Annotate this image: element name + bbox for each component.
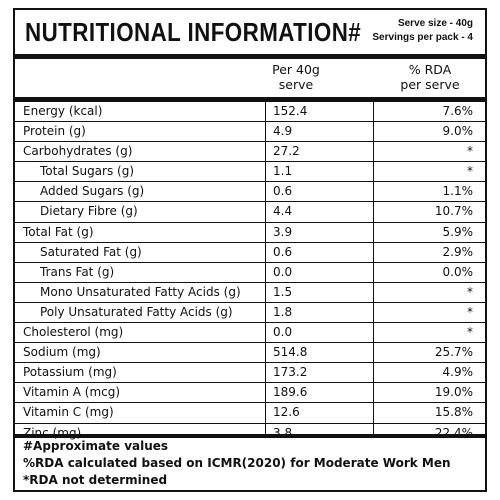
- table-row: Vitamin A (mcg) 189.6 19.0%: [15, 383, 485, 404]
- nutrient-rda: 15.8%: [434, 405, 473, 420]
- footnote-rda-basis: %RDA calculated based on ICMR(2020) for …: [23, 456, 451, 470]
- table-row: Dietary Fibre (g) 4.4 10.7%: [15, 202, 485, 223]
- nutrient-table: Energy (kcal) 152.4 7.6% Protein (g) 4.9 9.0%…: [15, 102, 485, 443]
- nutrition-panel: NUTRITIONAL INFORMATION# Serve size - 40…: [13, 8, 487, 492]
- nutrient-value: 189.6: [273, 385, 308, 400]
- table-row: Potassium (mg) 173.2 4.9%: [15, 363, 485, 384]
- nutrient-rda: 25.7%: [434, 345, 473, 360]
- nutrient-rda: 7.6%: [442, 104, 474, 118]
- nutrient-value: 173.2: [273, 365, 308, 380]
- nutrient-value: 4.4: [273, 204, 293, 219]
- nutrient-name: Vitamin A (mcg): [23, 385, 121, 400]
- table-row: Energy (kcal) 152.4 7.6%: [15, 102, 485, 123]
- nutrient-name: Protein (g): [23, 124, 86, 139]
- nutrient-rda: *: [467, 304, 473, 319]
- nutrient-rda: 5.9%: [442, 224, 474, 239]
- nutrient-value: 514.8: [273, 345, 308, 360]
- table-row: Vitamin C (mg) 12.6 15.8%: [15, 403, 485, 424]
- serve-size: Serve size - 40g: [397, 18, 473, 29]
- nutrient-name: Added Sugars (g): [40, 184, 145, 199]
- nutrient-name: Saturated Fat (g): [40, 244, 142, 259]
- nutrient-name: Trans Fat (g): [40, 264, 115, 279]
- column-divider-1: [265, 102, 266, 436]
- nutrient-name: Energy (kcal): [23, 104, 103, 118]
- nutrient-value: 0.0: [273, 264, 293, 279]
- nutrient-value: 0.6: [273, 244, 293, 259]
- footnote-approximate: #Approximate values: [23, 439, 169, 453]
- nutrient-rda: 19.0%: [434, 385, 473, 400]
- nutrient-rda: 1.1%: [442, 184, 474, 199]
- table-bottom-divider: [15, 434, 485, 438]
- table-row: Added Sugars (g) 0.6 1.1%: [15, 182, 485, 203]
- serving-info: Serve size - 40g Servings per pack - 4: [372, 17, 473, 45]
- nutrient-rda: *: [467, 325, 473, 340]
- nutrient-rda: 4.9%: [442, 365, 474, 380]
- servings-per-pack: Servings per pack - 4: [372, 32, 473, 43]
- nutrient-name: Carbohydrates (g): [23, 144, 133, 159]
- table-row: Cholesterol (mg) 0.0 *: [15, 323, 485, 344]
- header-divider: [15, 54, 485, 59]
- column-header-per-serve: Per 40g serve: [251, 62, 341, 92]
- nutrient-rda: 0.0%: [442, 264, 474, 279]
- nutrient-name: Potassium (mg): [23, 365, 117, 380]
- nutrient-value: 12.6: [273, 405, 300, 420]
- nutrient-value: 0.6: [273, 184, 293, 199]
- nutrient-name: Sodium (mg): [23, 345, 101, 360]
- nutrient-value: 27.2: [273, 144, 300, 159]
- nutrient-rda: 9.0%: [442, 124, 474, 139]
- footer-notes: #Approximate values %RDA calculated base…: [23, 438, 451, 489]
- column-header-per-serve-line2: serve: [278, 77, 314, 92]
- table-row: Carbohydrates (g) 27.2 *: [15, 142, 485, 163]
- panel-title: NUTRITIONAL INFORMATION#: [25, 17, 362, 47]
- column-header-per-serve-line1: Per 40g: [272, 62, 320, 77]
- nutrient-name: Vitamin C (mg): [23, 405, 114, 420]
- table-row: Saturated Fat (g) 0.6 2.9%: [15, 243, 485, 263]
- table-row: Total Sugars (g) 1.1 *: [15, 162, 485, 183]
- panel-header: NUTRITIONAL INFORMATION# Serve size - 40…: [15, 10, 485, 52]
- column-header-rda-line1: % RDA: [408, 62, 452, 77]
- table-row: Sodium (mg) 514.8 25.7%: [15, 343, 485, 364]
- nutrient-value: 3.9: [273, 224, 293, 239]
- nutrient-value: 152.4: [273, 104, 308, 118]
- footnote-rda-not-determined: *RDA not determined: [23, 473, 168, 487]
- column-divider-2: [373, 102, 374, 436]
- column-header-rda-line2: per serve: [400, 77, 460, 92]
- nutrient-name: Total Sugars (g): [40, 164, 135, 179]
- nutrient-value: 0.0: [273, 325, 293, 340]
- nutrient-name: Total Fat (g): [23, 224, 94, 239]
- table-row: Mono Unsaturated Fatty Acids (g) 1.5 *: [15, 283, 485, 303]
- table-row: Poly Unsaturated Fatty Acids (g) 1.8 *: [15, 303, 485, 324]
- nutrient-rda: *: [467, 164, 473, 179]
- column-header-rda: % RDA per serve: [375, 62, 485, 92]
- nutrient-rda: 2.9%: [442, 244, 474, 259]
- nutrient-value: 1.1: [273, 164, 293, 179]
- table-row: Total Fat (g) 3.9 5.9%: [15, 223, 485, 243]
- nutrient-value: 1.8: [273, 304, 293, 319]
- nutrient-name: Cholesterol (mg): [23, 325, 124, 340]
- nutrient-name: Poly Unsaturated Fatty Acids (g): [40, 304, 233, 319]
- table-row: Protein (g) 4.9 9.0%: [15, 122, 485, 143]
- nutrient-value: 1.5: [273, 284, 293, 299]
- nutrient-rda: *: [467, 284, 473, 299]
- nutrient-rda: 10.7%: [434, 204, 473, 219]
- table-row: Trans Fat (g) 0.0 0.0%: [15, 263, 485, 283]
- nutrient-rda: *: [467, 144, 473, 159]
- nutrient-name: Mono Unsaturated Fatty Acids (g): [40, 284, 241, 299]
- nutrient-name: Dietary Fibre (g): [40, 204, 138, 219]
- table-top-divider: [15, 97, 485, 102]
- nutrient-value: 4.9: [273, 124, 293, 139]
